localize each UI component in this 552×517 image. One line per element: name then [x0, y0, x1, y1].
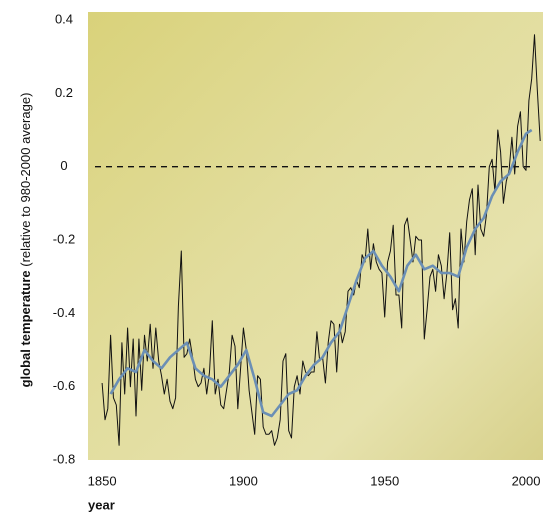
y-tick-label: -0.4 — [53, 305, 75, 320]
y-tick-label: -0.6 — [53, 378, 75, 393]
y-tick-label: 0 — [60, 158, 67, 173]
x-tick-label: 1950 — [370, 473, 399, 488]
y-tick-label: -0.8 — [53, 451, 75, 466]
x-axis-label: year — [88, 497, 115, 512]
series-line — [109, 128, 533, 418]
y-tick-label: 0.2 — [55, 85, 73, 100]
x-tick-label: 2000 — [512, 473, 541, 488]
y-tick-label: -0.2 — [53, 231, 75, 246]
y-axis-label-rest: (relative to 980-2000 average) — [18, 93, 33, 271]
y-axis-label: global temperature (relative to 980-2000… — [18, 93, 33, 388]
plot-background — [88, 12, 543, 460]
y-axis-label-bold: global temperature — [18, 270, 33, 387]
y-tick-label: 0.4 — [55, 11, 73, 26]
x-tick-label: 1900 — [229, 473, 258, 488]
x-tick-label: 1850 — [88, 473, 117, 488]
